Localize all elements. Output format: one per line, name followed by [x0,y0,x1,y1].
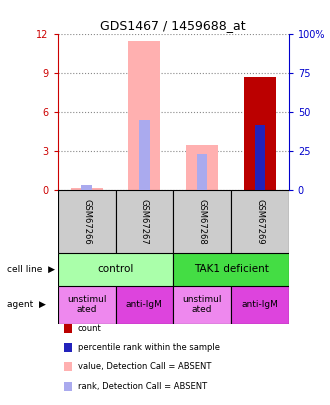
Bar [115,190,173,253]
Text: unstimul
ated: unstimul ated [182,295,222,314]
Bar [186,145,218,190]
Text: GSM67268: GSM67268 [198,199,207,245]
Bar [128,41,160,190]
Text: rank, Detection Call = ABSENT: rank, Detection Call = ABSENT [78,382,207,391]
Text: control: control [97,264,134,274]
Bar [244,77,276,190]
Bar [58,286,115,324]
Text: percentile rank within the sample: percentile rank within the sample [78,343,219,352]
Text: value, Detection Call = ABSENT: value, Detection Call = ABSENT [78,362,211,371]
Bar [58,190,115,253]
Title: GDS1467 / 1459688_at: GDS1467 / 1459688_at [100,19,246,32]
Bar [173,286,231,324]
Bar [139,120,149,190]
Text: count: count [78,324,101,333]
Text: anti-IgM: anti-IgM [126,300,163,309]
Text: agent  ▶: agent ▶ [7,300,46,309]
Text: anti-IgM: anti-IgM [242,300,278,309]
Text: cell line  ▶: cell line ▶ [7,265,54,274]
Text: GSM67269: GSM67269 [255,199,264,245]
Text: GSM67267: GSM67267 [140,199,149,245]
Bar [231,286,289,324]
Bar [231,190,289,253]
Bar [71,188,103,190]
Bar [173,253,289,286]
Bar [173,190,231,253]
Bar [58,253,173,286]
Bar [197,154,207,190]
Text: TAK1 deficient: TAK1 deficient [194,264,268,274]
Text: unstimul
ated: unstimul ated [67,295,106,314]
Text: GSM67266: GSM67266 [82,199,91,245]
Bar [115,286,173,324]
Bar [255,126,265,190]
Bar [82,185,92,190]
